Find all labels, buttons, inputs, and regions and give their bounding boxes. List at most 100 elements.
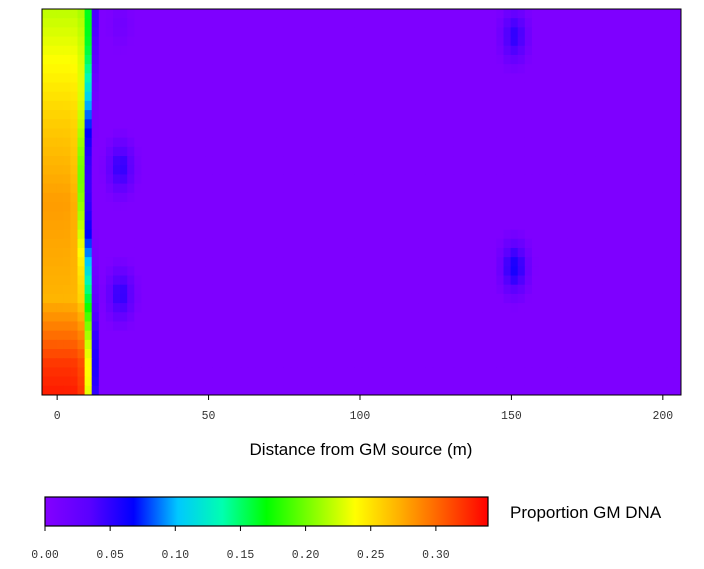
heatmap-cell — [105, 303, 114, 313]
heatmap-cell — [567, 119, 576, 130]
heatmap-cell — [283, 367, 292, 378]
heatmap-cell — [574, 367, 583, 378]
heatmap-cell — [645, 284, 654, 295]
heatmap-cell — [482, 321, 490, 332]
heatmap-cell — [453, 9, 462, 19]
heatmap-cell — [162, 238, 171, 249]
heatmap-cell — [673, 54, 681, 65]
heatmap-cell — [368, 27, 377, 38]
heatmap-cell — [354, 54, 363, 65]
heatmap-cell — [503, 321, 512, 332]
heatmap-cell — [297, 137, 306, 148]
heatmap-cell — [311, 91, 320, 102]
heatmap-cell — [666, 27, 675, 38]
heatmap-cell — [524, 146, 533, 157]
heatmap-cell — [127, 339, 135, 350]
heatmap-cell — [553, 27, 561, 38]
heatmap-cell — [432, 119, 441, 130]
heatmap-cell — [496, 367, 505, 378]
heatmap-cell — [304, 137, 313, 148]
heatmap-cell — [382, 202, 391, 212]
heatmap-cell — [588, 367, 597, 378]
heatmap-cell — [49, 247, 57, 258]
heatmap-cell — [42, 27, 50, 38]
heatmap-cell — [517, 339, 526, 350]
heatmap-cell — [425, 257, 434, 267]
heatmap-cell — [98, 183, 107, 194]
heatmap-cell — [666, 165, 675, 176]
heatmap-cell — [489, 45, 497, 56]
heatmap-cell — [77, 54, 86, 65]
heatmap-cell — [276, 156, 284, 166]
heatmap-cell — [617, 64, 625, 74]
heatmap-cell — [155, 293, 164, 304]
heatmap-cell — [141, 339, 150, 350]
heatmap-cell — [276, 330, 284, 341]
heatmap-cell — [382, 385, 391, 395]
heatmap-cell — [304, 339, 313, 350]
heatmap-cell — [617, 192, 625, 203]
heatmap-cell — [169, 119, 178, 130]
heatmap-cell — [318, 220, 327, 231]
heatmap-cell — [340, 27, 348, 38]
heatmap-cell — [645, 64, 654, 74]
heatmap-cell — [375, 220, 384, 231]
heatmap-cell — [155, 73, 164, 84]
heatmap-cell — [162, 358, 171, 369]
heatmap-cell — [311, 211, 320, 221]
heatmap-cell — [247, 183, 256, 194]
heatmap-cell — [631, 192, 639, 203]
heatmap-cell — [141, 266, 150, 277]
heatmap-cell — [539, 339, 547, 350]
heatmap-cell — [148, 119, 157, 130]
heatmap-cell — [354, 137, 363, 148]
heatmap-cell — [560, 312, 568, 323]
heatmap-cell — [546, 220, 554, 231]
heatmap-cell — [411, 36, 419, 47]
heatmap-cell — [468, 266, 476, 277]
heatmap-cell — [361, 73, 370, 84]
heatmap-cell — [91, 229, 100, 240]
heatmap-cell — [91, 54, 100, 65]
heatmap-cell — [70, 36, 79, 47]
heatmap-cell — [120, 128, 128, 139]
heatmap-cell — [631, 64, 639, 74]
heatmap-cell — [176, 330, 185, 341]
heatmap-cell — [219, 73, 228, 84]
heatmap-cell — [610, 146, 618, 157]
heatmap-cell — [318, 367, 327, 378]
heatmap-cell — [439, 339, 448, 350]
heatmap-cell — [588, 220, 597, 231]
heatmap-cell — [574, 339, 583, 350]
heatmap-cell — [77, 312, 86, 323]
heatmap-cell — [276, 229, 284, 240]
heatmap-cell — [588, 266, 597, 277]
heatmap-cell — [460, 128, 469, 139]
heatmap-cell — [184, 73, 192, 84]
heatmap-cell — [510, 202, 519, 212]
heatmap-cell — [460, 119, 469, 130]
heatmap-cell — [446, 312, 455, 323]
heatmap-cell — [361, 174, 370, 185]
heatmap-cell — [233, 247, 242, 258]
heatmap-cell — [553, 100, 561, 111]
heatmap-cell — [602, 257, 611, 267]
heatmap-cell — [645, 211, 654, 221]
heatmap-cell — [77, 192, 86, 203]
heatmap-cell — [311, 257, 320, 267]
heatmap-cell — [333, 119, 341, 130]
heatmap-cell — [560, 192, 568, 203]
heatmap-cell — [602, 238, 611, 249]
heatmap-cell — [404, 358, 412, 369]
heatmap-cell — [617, 45, 625, 56]
heatmap-cell — [262, 128, 270, 139]
heatmap-cell — [531, 192, 540, 203]
heatmap-cell — [397, 257, 405, 267]
heatmap-cell — [318, 174, 327, 185]
heatmap-cell — [205, 156, 213, 166]
heatmap-cell — [482, 238, 490, 249]
heatmap-cell — [162, 119, 171, 130]
heatmap-cell — [411, 202, 419, 212]
heatmap-cell — [631, 100, 639, 111]
heatmap-cell — [432, 238, 441, 249]
